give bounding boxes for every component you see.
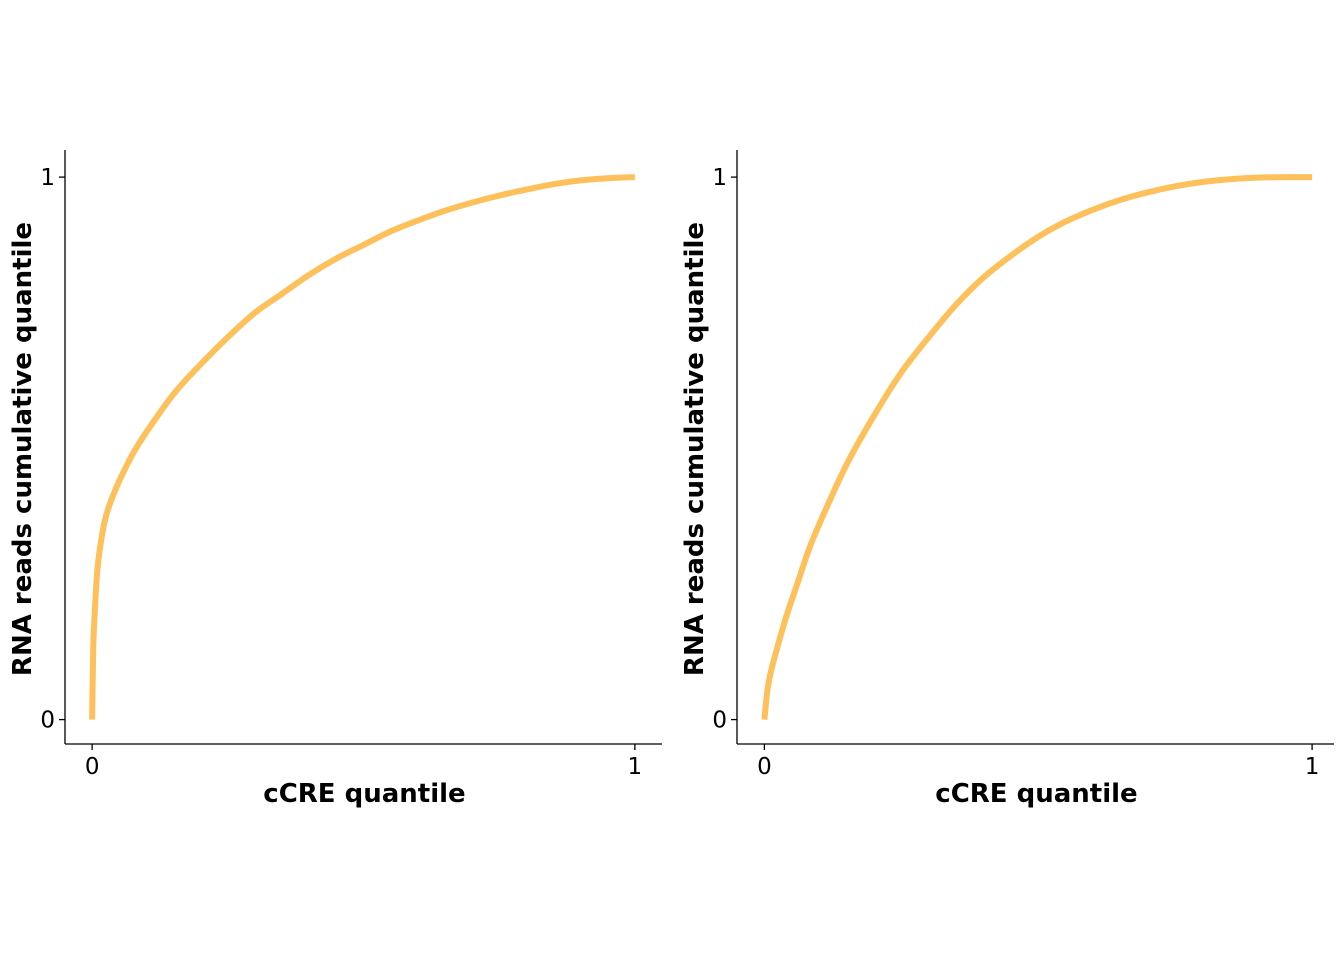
y-tick-label: 1 (712, 165, 727, 191)
x-tick-label: 0 (85, 754, 100, 780)
y-tick-label: 0 (712, 708, 727, 734)
x-tick-label: 0 (757, 754, 772, 780)
cumulative-curve-line (761, 174, 1313, 720)
x-tick-label: 1 (1305, 754, 1320, 780)
chart-panel-2: 0 1 0 1 cCRE quantile RNA reads cumulative qu… (680, 150, 1334, 809)
y-tick-label: 1 (40, 165, 55, 191)
y-axis-title: RNA reads cumulative quantile (8, 222, 38, 676)
x-tick-label: 1 (628, 754, 643, 780)
cumulative-curve-line (89, 174, 635, 720)
y-tick-label: 0 (40, 708, 55, 734)
chart-panels: 0 1 0 1 cCRE quantile RNA reads cumulative qu… (8, 150, 1334, 809)
x-axis-title: cCRE quantile (935, 779, 1137, 809)
chart-panel-1: 0 1 0 1 cCRE quantile RNA reads cumulative qu… (8, 150, 662, 809)
x-axis-title: cCRE quantile (263, 779, 465, 809)
y-axis-title: RNA reads cumulative quantile (680, 222, 710, 676)
